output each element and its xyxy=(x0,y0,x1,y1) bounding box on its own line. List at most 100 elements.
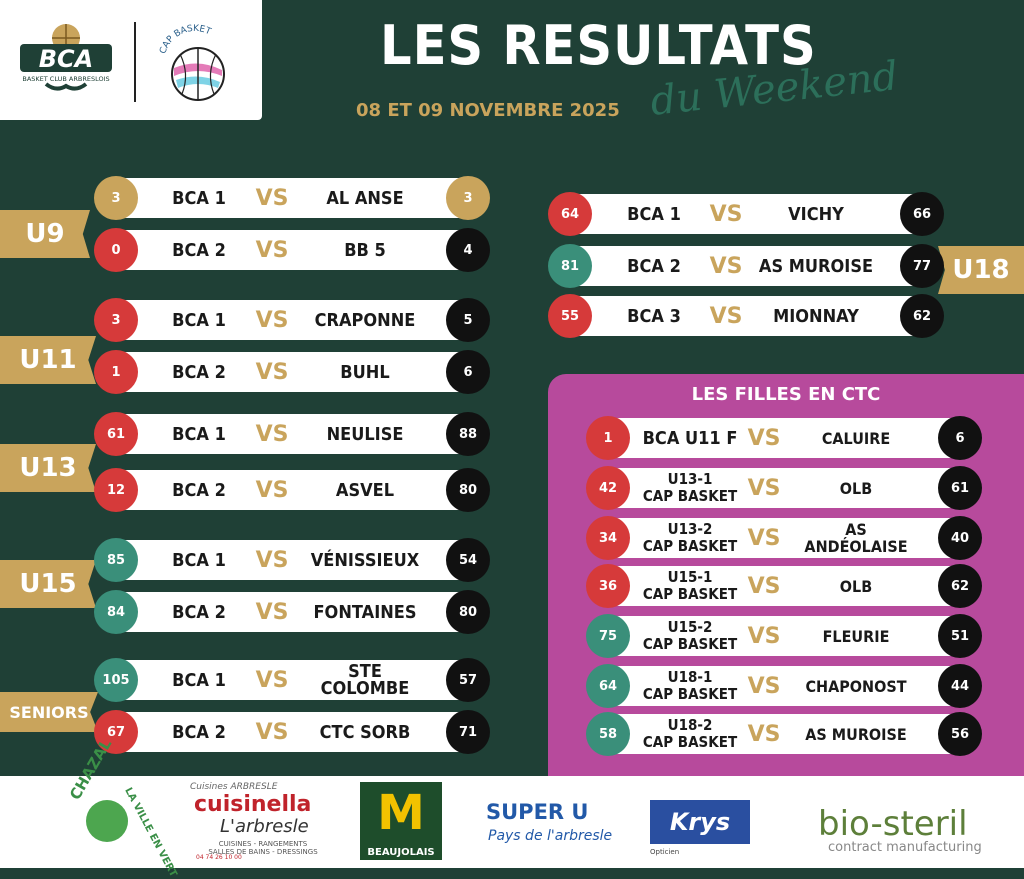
away-team: STE COLOMBE xyxy=(320,661,410,699)
away-team: OLB xyxy=(839,478,873,498)
away-team: OLB xyxy=(839,576,873,596)
away-team: ASVEL xyxy=(335,479,395,501)
match-row: 36 U15-1 CAP BASKET VS OLB 62 xyxy=(586,564,982,608)
cuisinella-logo: cuisinella xyxy=(194,792,312,817)
away-score: 62 xyxy=(938,564,982,608)
vs-label: VS xyxy=(255,421,289,447)
home-score: 61 xyxy=(94,412,138,456)
home-score: 81 xyxy=(548,244,592,288)
away-score: 61 xyxy=(938,466,982,510)
home-team: U15-1 CAP BASKET xyxy=(641,564,738,608)
match-bar xyxy=(600,468,968,508)
away-score: 56 xyxy=(938,712,982,756)
away-team: VÉNISSIEUX xyxy=(310,549,420,571)
match-row: 3 BCA 1 VS AL ANSE 3 xyxy=(94,176,490,220)
away-score: 5 xyxy=(446,298,490,342)
match-row: 64 BCA 1 VS VICHY 66 xyxy=(548,192,944,236)
match-bar xyxy=(600,418,968,458)
match-bar xyxy=(108,540,476,580)
home-team: BCA 1 xyxy=(172,187,226,209)
match-bar xyxy=(108,300,476,340)
home-team-line1: BCA U11 F xyxy=(642,427,738,449)
logo-separator xyxy=(134,22,136,102)
home-score: 64 xyxy=(586,664,630,708)
home-team: BCA 1 xyxy=(172,309,226,331)
match-bar xyxy=(562,246,930,286)
home-score: 55 xyxy=(548,294,592,338)
match-bar xyxy=(600,666,968,706)
match-row: 3 BCA 1 VS CRAPONNE 5 xyxy=(94,298,490,342)
category-tag-u9: U9 xyxy=(0,210,90,258)
match-row: 58 U18-2 CAP BASKET VS AS MUROISE 56 xyxy=(586,712,982,756)
cuisinella-subtext: CUISINES - RANGEMENTS SALLES DE BAINS - … xyxy=(208,840,318,856)
home-team: BCA 1 xyxy=(172,423,226,445)
vs-label: VS xyxy=(709,253,743,279)
cap-basket-logo: CAP BASKET xyxy=(158,24,225,101)
home-team: BCA 1 xyxy=(172,549,226,571)
away-score: 66 xyxy=(900,192,944,236)
home-team-line2: CAP BASKET xyxy=(642,685,738,703)
vs-label: VS xyxy=(255,359,289,385)
vs-label: VS xyxy=(255,185,289,211)
home-team: U13-1 CAP BASKET xyxy=(641,466,738,510)
date-label: 08 ET 09 NOVEMBRE 2025 xyxy=(356,100,620,121)
away-score: 71 xyxy=(446,710,490,754)
home-score: 75 xyxy=(586,614,630,658)
away-team: FONTAINES xyxy=(313,601,417,623)
cuisinella-footer: 04 74 26 10 00 xyxy=(196,854,242,861)
vs-label: VS xyxy=(747,475,781,501)
match-bar xyxy=(108,712,476,752)
sponsor-bar: CHAZAL LA VILLE EN VERT Cuisines ARBRESL… xyxy=(0,736,1024,879)
home-team: U18-1 CAP BASKET xyxy=(641,664,738,708)
match-row: 67 BCA 2 VS CTC SORB 71 xyxy=(94,710,490,754)
away-team: AS ANDÉOLAISE xyxy=(804,520,908,556)
away-score: 6 xyxy=(938,416,982,460)
home-team: BCA 3 xyxy=(627,305,681,327)
match-bar xyxy=(600,518,968,558)
chazal-tagline: LA VILLE EN VERT xyxy=(122,786,179,879)
home-team-line1: U13-2 xyxy=(667,520,713,538)
krys-subtext: Opticien xyxy=(650,848,680,856)
home-score: 1 xyxy=(94,350,138,394)
cuisinella-city: L'arbresle xyxy=(220,816,309,837)
match-row: 0 BCA 2 VS BB 5 4 xyxy=(94,228,490,272)
home-team: BCA 2 xyxy=(627,255,681,277)
away-team: NEULISE xyxy=(326,423,404,445)
away-score: 57 xyxy=(446,658,490,702)
home-team-line2: CAP BASKET xyxy=(642,585,738,603)
cuisinella-small-text: Cuisines ARBRESLE xyxy=(190,782,278,792)
vs-label: VS xyxy=(255,477,289,503)
match-row: 84 BCA 2 VS FONTAINES 80 xyxy=(94,590,490,634)
away-team: BB 5 xyxy=(344,239,386,261)
home-team-line1: U15-2 xyxy=(667,618,713,636)
vs-label: VS xyxy=(747,721,781,747)
match-row: 12 BCA 2 VS ASVEL 80 xyxy=(94,468,490,512)
mcdonalds-m-icon: M xyxy=(377,785,425,841)
home-score: 58 xyxy=(586,712,630,756)
away-score: 54 xyxy=(446,538,490,582)
home-score: 67 xyxy=(94,710,138,754)
category-tag-u18: U18 xyxy=(938,246,1024,294)
home-team: BCA 2 xyxy=(172,479,226,501)
bca-logo: BCA BASKET CLUB ARBRESLOIS xyxy=(20,24,112,91)
home-score: 84 xyxy=(94,590,138,634)
match-bar xyxy=(108,230,476,270)
vs-label: VS xyxy=(255,237,289,263)
match-bar xyxy=(600,714,968,754)
match-bar xyxy=(108,660,476,700)
away-score: 3 xyxy=(446,176,490,220)
home-team-line2: CAP BASKET xyxy=(642,733,738,751)
match-row: 34 U13-2 CAP BASKET VS AS ANDÉOLAISE 40 xyxy=(586,516,982,560)
away-team: BUHL xyxy=(340,361,390,383)
home-team: BCA 1 xyxy=(172,669,226,691)
match-row: 1 BCA 2 VS BUHL 6 xyxy=(94,350,490,394)
mcdonalds-logo: M BEAUJOLAIS xyxy=(360,782,442,860)
match-bar xyxy=(108,592,476,632)
match-row: 75 U15-2 CAP BASKET VS FLEURIE 51 xyxy=(586,614,982,658)
home-team: U13-2 CAP BASKET xyxy=(641,516,738,560)
home-team-line2: CAP BASKET xyxy=(642,537,738,555)
vs-label: VS xyxy=(709,303,743,329)
match-bar xyxy=(562,194,930,234)
away-team: CHAPONOST xyxy=(805,676,907,696)
